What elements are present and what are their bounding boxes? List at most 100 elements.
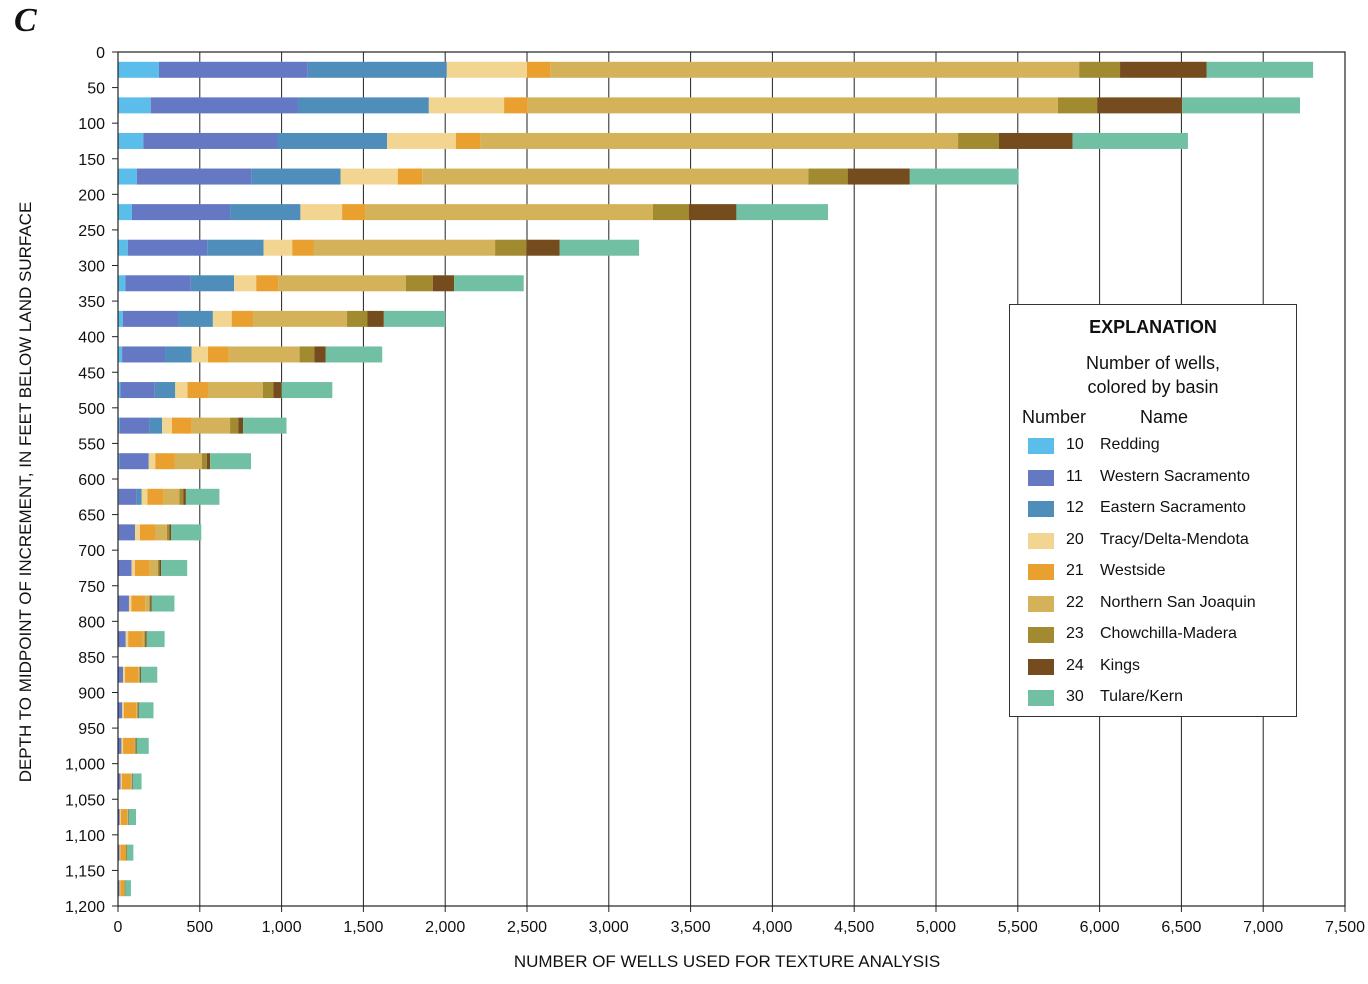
legend-number: 12 [1066, 499, 1084, 516]
bar-segment [118, 737, 122, 754]
legend-number: 11 [1066, 467, 1083, 485]
legend-subtitle: Number of wells, colored by basin [1010, 351, 1296, 399]
bar-segment [178, 310, 213, 327]
x-axis-label: NUMBER OF WELLS USED FOR TEXTURE ANALYSI… [513, 952, 941, 971]
bar-segment [263, 239, 293, 256]
legend-swatch [1028, 532, 1054, 549]
bar-segment [118, 559, 132, 576]
bar-segment [119, 844, 121, 861]
x-tick-label: 3,000 [589, 919, 629, 936]
bar-segment [652, 204, 689, 221]
bar-segment [383, 310, 446, 327]
x-tick-label: 2,000 [425, 919, 465, 936]
x-tick-label: 5,500 [998, 919, 1038, 936]
legend-swatch [1028, 690, 1054, 706]
bar-segment [119, 453, 149, 470]
y-tick-label: 1,200 [65, 899, 105, 916]
y-tick-label: 750 [78, 579, 105, 596]
bar-segment [187, 382, 208, 399]
bar-segment [808, 168, 848, 185]
bar-segment [1182, 97, 1301, 114]
x-tick-label: 0 [114, 919, 123, 936]
bar-segment [847, 168, 910, 185]
x-tick-label: 4,000 [752, 919, 792, 936]
bar-segment [297, 97, 429, 114]
bar-segment [191, 417, 231, 434]
bar-segment [149, 595, 151, 612]
bar-segment [136, 702, 138, 719]
bar-segment [210, 453, 252, 470]
x-tick-label: 5,000 [916, 919, 956, 936]
bar-segment [405, 275, 433, 292]
bar-segment [169, 524, 172, 541]
bar-segment [120, 382, 155, 399]
bar-segment [155, 524, 167, 541]
bar-segment [118, 488, 137, 505]
y-tick-label: 900 [78, 686, 105, 703]
bar-segment [119, 880, 121, 897]
bar-segment [307, 61, 447, 78]
bar-segment [136, 168, 252, 185]
bar-segment [127, 809, 128, 826]
y-tick-label: 200 [78, 187, 105, 204]
bar-segment [121, 737, 124, 754]
legend-swatch [1028, 564, 1054, 580]
legend-name: Chowchilla-Madera [1100, 625, 1237, 642]
y-tick-label: 850 [78, 650, 105, 667]
bar-segment [230, 417, 239, 434]
bar-segment [183, 488, 186, 505]
legend-swatch [1028, 438, 1054, 454]
bar-segment [125, 275, 191, 292]
bar-segment [120, 844, 127, 861]
y-tick-label: 450 [78, 365, 105, 382]
bar-segment [137, 702, 138, 719]
bar-segment [134, 559, 150, 576]
bar-segment [131, 595, 146, 612]
legend-subtitle-line1: Number of wells, [1085, 353, 1221, 373]
bar-segment [159, 559, 162, 576]
bar-segment [130, 773, 132, 790]
bar-segment [154, 382, 176, 399]
bar-segment [175, 382, 188, 399]
bar-segment [132, 773, 142, 790]
x-tick-label: 1,500 [343, 919, 383, 936]
bar-segment [126, 844, 134, 861]
legend-header-number: Number [1022, 407, 1087, 427]
x-tick-labels: 0 500 1,000 1,500 2,000 2,500 3,000 3,500 4,000 4… [114, 919, 1366, 936]
bar-segment [231, 310, 253, 327]
bar-segment [165, 346, 192, 363]
bar-segment [736, 204, 829, 221]
x-tick-label: 500 [186, 919, 213, 936]
legend-swatch [1028, 469, 1054, 486]
bar-segment [454, 275, 524, 292]
bar-segment [118, 168, 137, 185]
bar-segment [340, 168, 398, 185]
bar-segment [527, 61, 551, 78]
bar-segment [118, 417, 120, 434]
bar-segment [162, 417, 172, 434]
bar-segment [124, 880, 125, 897]
bar-segment [118, 275, 126, 292]
bar-segment [118, 880, 120, 897]
bar-segment [124, 880, 126, 897]
y-tick-label: 1,000 [65, 757, 105, 774]
bar-segment [325, 346, 383, 363]
y-tick-label: 350 [78, 294, 105, 311]
bar-segment [150, 97, 298, 114]
bar-segment [125, 631, 129, 648]
bar-segment [150, 595, 152, 612]
bar-segment [131, 559, 135, 576]
legend-swatch [1028, 658, 1054, 675]
bar-segment [559, 239, 640, 256]
bar-segment [118, 844, 120, 861]
bar-segment [281, 382, 333, 399]
bar-segment [207, 346, 229, 363]
bar-segment [136, 737, 149, 754]
bar-segment [118, 97, 151, 114]
bar-segment [135, 524, 140, 541]
bar-segment [277, 132, 388, 149]
bar-segment [131, 773, 133, 790]
legend-name: Tracy/Delta-Mendota [1100, 530, 1249, 548]
bar-segment [191, 346, 208, 363]
bar-segment [118, 631, 126, 648]
